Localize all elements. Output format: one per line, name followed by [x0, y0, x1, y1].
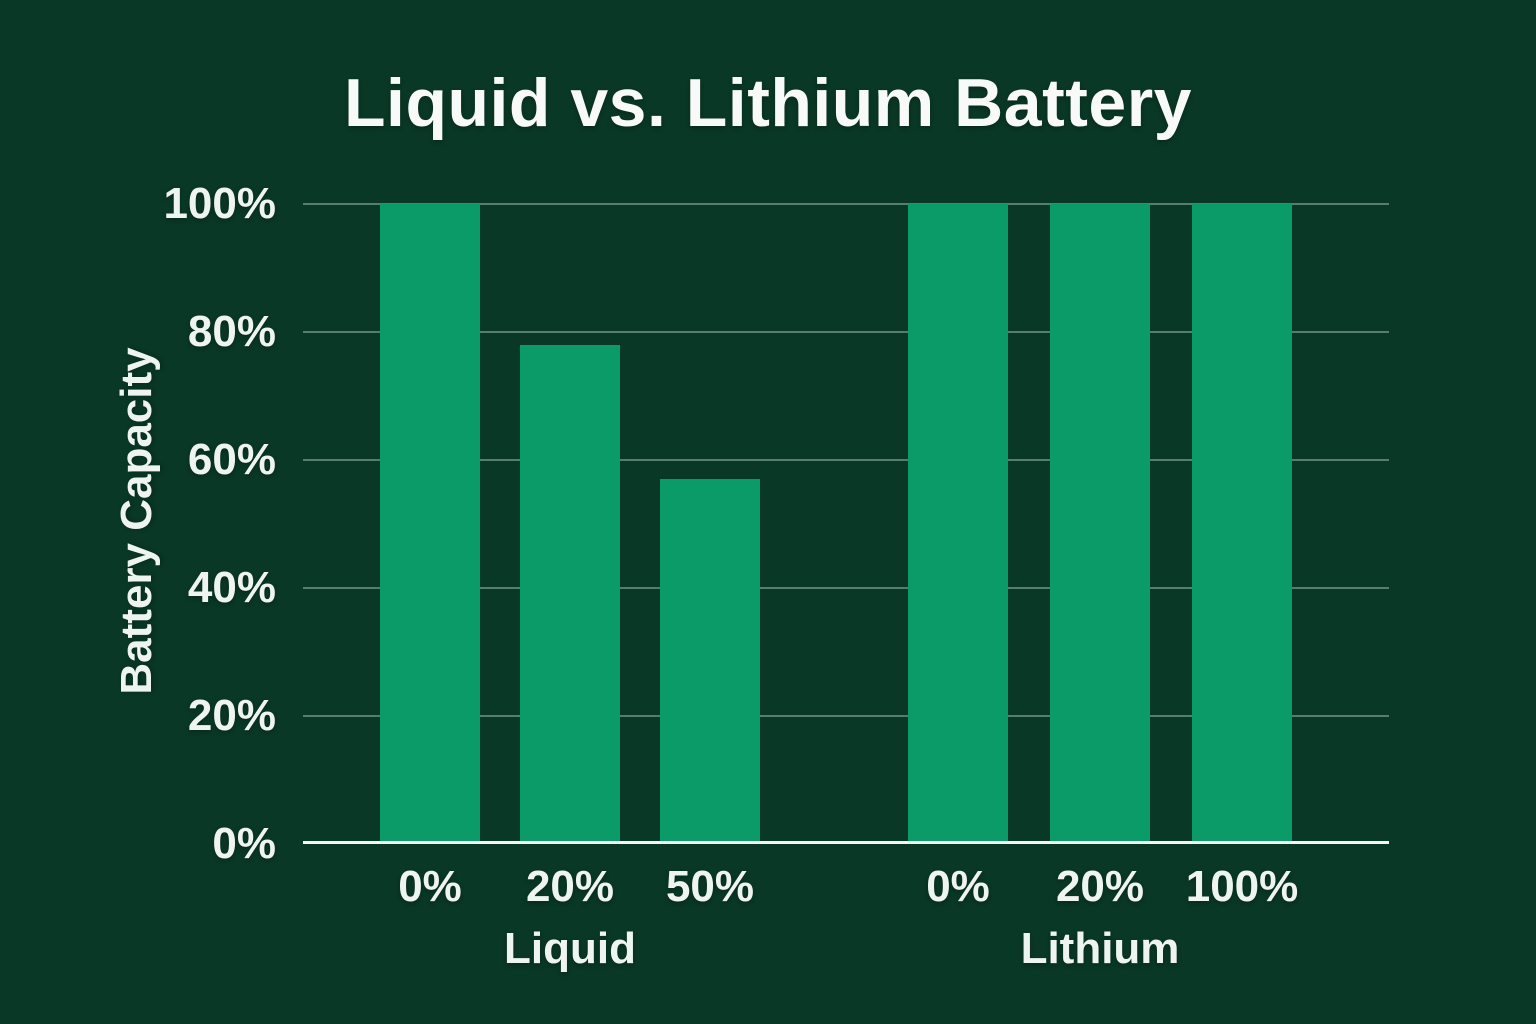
x-tick-label-liquid-20pct: 20% [525, 862, 615, 911]
bar-lithium-100pct [1192, 204, 1292, 844]
x-axis-line [303, 841, 1389, 844]
x-tick-label-lithium-100pct: 100% [1185, 862, 1299, 911]
group-label-lithium: Lithium [1020, 924, 1180, 973]
y-tick-label-20pct: 20% [187, 691, 276, 740]
x-tick-label-lithium-0pct: 0% [926, 862, 990, 911]
gridline-20pct [303, 715, 1389, 717]
y-tick-label-40pct: 40% [187, 563, 276, 612]
y-tick-label-80pct: 80% [187, 307, 276, 356]
x-tick-label-liquid-50pct: 50% [665, 862, 755, 911]
x-tick-label-liquid-0pct: 0% [398, 862, 462, 911]
gridline-100pct [303, 203, 1389, 205]
chart-title: Liquid vs. Lithium Battery [344, 65, 1192, 141]
x-tick-label-lithium-20pct: 20% [1055, 862, 1145, 911]
gridline-40pct [303, 587, 1389, 589]
gridline-80pct [303, 331, 1389, 333]
y-axis-title: Battery Capacity [112, 347, 161, 695]
gridline-60pct [303, 459, 1389, 461]
bar-liquid-50pct [660, 479, 760, 844]
group-label-liquid: Liquid [504, 924, 636, 973]
y-tick-label-100pct: 100% [163, 179, 276, 228]
bar-lithium-0pct [908, 204, 1008, 844]
bar-lithium-20pct [1050, 204, 1150, 844]
y-tick-label-0pct: 0% [212, 819, 276, 868]
bar-liquid-20pct [520, 344, 620, 844]
plot-area [303, 203, 1389, 844]
y-tick-label-60pct: 60% [187, 435, 276, 484]
bar-liquid-0pct [380, 204, 480, 844]
